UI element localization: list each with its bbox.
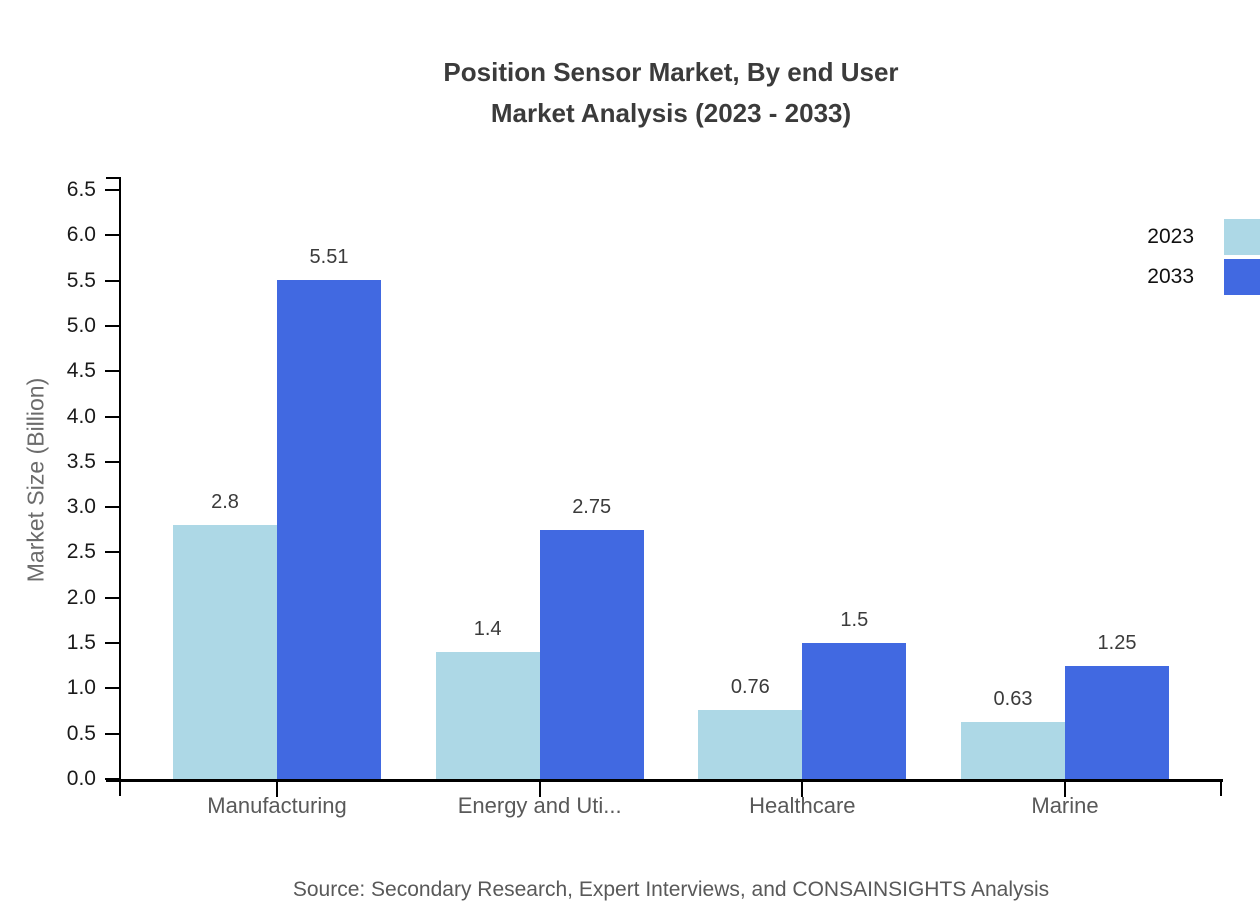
y-tick [105, 687, 120, 690]
y-tick-label: 2.0 [66, 585, 96, 609]
x-axis-line [106, 779, 1223, 782]
x-tick [538, 782, 541, 797]
y-tick [105, 234, 120, 237]
x-tick [801, 782, 804, 797]
y-tick-label: 5.0 [66, 313, 96, 337]
x-category-label: Marine [1031, 793, 1099, 818]
y-tick-label: 2.5 [66, 540, 96, 564]
y-tick [105, 506, 120, 509]
bar [961, 721, 1065, 779]
bar-value-label: 1.4 [473, 618, 502, 641]
y-tick [105, 551, 120, 554]
y-tick-label: 1.5 [66, 631, 96, 655]
x-axis-end-tick [1220, 779, 1222, 796]
legend-row: 2033 [1147, 259, 1260, 295]
x-tick [276, 782, 278, 797]
y-tick-label: 4.5 [66, 359, 96, 383]
bar-value-label: 5.51 [309, 245, 349, 268]
bar-value-label: 1.5 [840, 609, 869, 632]
y-tick [105, 279, 120, 282]
legend: 2023 2033 [1147, 219, 1260, 299]
x-category-label: Manufacturing [207, 793, 347, 818]
y-tick-label: 3.0 [66, 495, 96, 519]
x-tick [1064, 782, 1066, 797]
y-tick-label: 0.5 [66, 721, 96, 745]
x-category-label: Energy and Uti... [457, 793, 622, 818]
y-axis-top-cap [106, 177, 121, 179]
y-tick-label: 0.0 [66, 767, 96, 790]
bar-value-label: 2.75 [572, 495, 612, 518]
y-tick-label: 1.0 [66, 676, 96, 700]
bar-value-label: 1.25 [1097, 631, 1137, 654]
bar [802, 643, 907, 779]
bar-value-label: 0.76 [730, 676, 770, 699]
y-tick [105, 596, 120, 599]
bar [1065, 665, 1169, 779]
y-tick [105, 370, 120, 373]
y-tick-label: 6.0 [66, 223, 96, 247]
bar [435, 652, 540, 779]
x-category-label: Healthcare [749, 793, 856, 818]
y-tick-label: 6.5 [66, 178, 96, 201]
source-attribution: Source: Secondary Research, Expert Inter… [292, 878, 1050, 901]
y-tick-label: 4.0 [66, 404, 96, 428]
legend-label: 2023 [1147, 225, 1194, 248]
y-tick [105, 460, 120, 463]
y-tick [105, 642, 120, 645]
y-tick [105, 732, 120, 735]
bar-value-label: 0.63 [993, 687, 1033, 710]
bar [698, 710, 803, 779]
legend-swatch-icon [1224, 219, 1260, 255]
legend-label: 2033 [1147, 265, 1194, 288]
y-tick [105, 189, 120, 191]
y-tick-label: 5.5 [66, 268, 96, 292]
y-axis-line [119, 178, 121, 796]
legend-swatch-icon [1224, 259, 1260, 295]
bar [277, 279, 381, 779]
y-tick [105, 415, 120, 418]
bar [539, 529, 644, 779]
legend-row: 2023 [1147, 219, 1260, 255]
y-tick-label: 3.5 [66, 449, 96, 473]
y-tick [105, 324, 120, 327]
bar [173, 525, 277, 779]
bar-value-label: 2.8 [211, 491, 239, 514]
y-tick [105, 778, 120, 780]
page-title: Position Sensor Market, By end User Mark… [443, 57, 899, 128]
